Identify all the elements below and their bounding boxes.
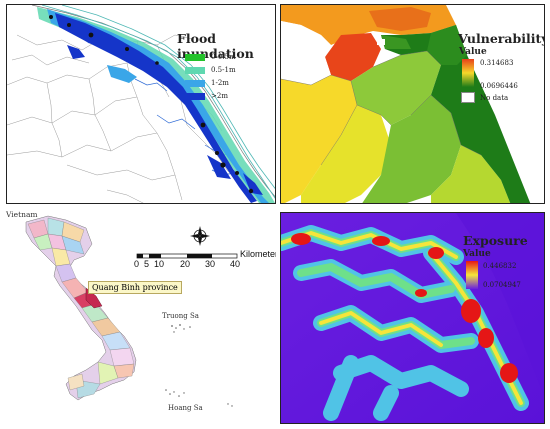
region-red [325, 33, 381, 81]
legend-label-0.5-1m: 0.5-1m [211, 66, 236, 74]
vulnerability-map: Vulnerability Value 0.314683 0.0696446 N… [280, 4, 545, 204]
vulnerability-map-canvas [281, 5, 544, 203]
scale-unit: Kilometers [240, 249, 276, 259]
settlement-markers [49, 15, 254, 194]
legend-swatch-0.5-1m [185, 67, 205, 74]
region-dark-green [381, 25, 531, 203]
scale-bar [136, 253, 238, 259]
legend-swatch-1-2m [185, 80, 205, 87]
scale-tick-10: 10 [154, 259, 165, 269]
exposure-hotspots [291, 233, 518, 383]
exposure-colorbar [466, 261, 478, 289]
vulnerability-max: 0.314683 [480, 59, 514, 67]
truong-sa-label: Truong Sa [162, 312, 199, 320]
vulnerability-colorbar [462, 59, 474, 87]
legend-label-gt-2m: >2m [211, 92, 228, 100]
flood-band [37, 7, 275, 203]
location-map: Vietnam 0 5 10 20 30 40 Kilometers Quang… [4, 208, 276, 424]
islands [165, 324, 233, 407]
hoang-sa-label: Hoang Sa [168, 404, 203, 412]
scale-tick-5: 5 [144, 259, 150, 269]
region-yellow-west [281, 75, 357, 203]
exposure-max: 0.446832 [483, 262, 517, 270]
legend-label-0-0.5m: 0-0.5m [211, 53, 236, 61]
vulnerability-value-label: Value [459, 47, 487, 57]
exposure-title: Exposure [463, 233, 528, 248]
exposure-min: 0.0704947 [483, 281, 521, 289]
sea-boundary-2 [61, 5, 275, 189]
vietnam-map-canvas [25, 215, 238, 407]
vulnerability-title: Vulnerability [458, 31, 545, 46]
province-patches [27, 217, 135, 399]
vulnerability-boundaries [281, 50, 482, 166]
scale-tick-0: 0 [134, 259, 140, 269]
north-arrow [190, 226, 210, 246]
region-light-green [351, 51, 441, 125]
coastline [31, 5, 275, 198]
province-callout: Quang Binh province [88, 281, 182, 294]
flood-map-canvas [7, 5, 275, 203]
vietnam-label: Vietnam [6, 210, 38, 219]
vulnerability-min: 0.0696446 [480, 82, 518, 90]
exposure-value-label: Value [463, 249, 491, 259]
legend-swatch-gt-2m [185, 93, 205, 100]
flood-inundation-map: Flood inundation 0-0.5m 0.5-1m 1-2m >2m [6, 4, 276, 204]
legend-label-1-2m: 1-2m [211, 79, 229, 87]
no-data-swatch [461, 92, 475, 103]
scale-tick-30: 30 [205, 259, 216, 269]
sea-boundary-1 [41, 5, 275, 199]
scale-tick-20: 20 [180, 259, 191, 269]
exposure-map: Exposure Value 0.446832 0.0704947 [280, 212, 545, 424]
exposure-map-canvas [281, 213, 544, 423]
scale-tick-40: 40 [230, 259, 241, 269]
no-data-label: No data [480, 94, 509, 102]
legend-swatch-0-0.5m [185, 54, 205, 61]
